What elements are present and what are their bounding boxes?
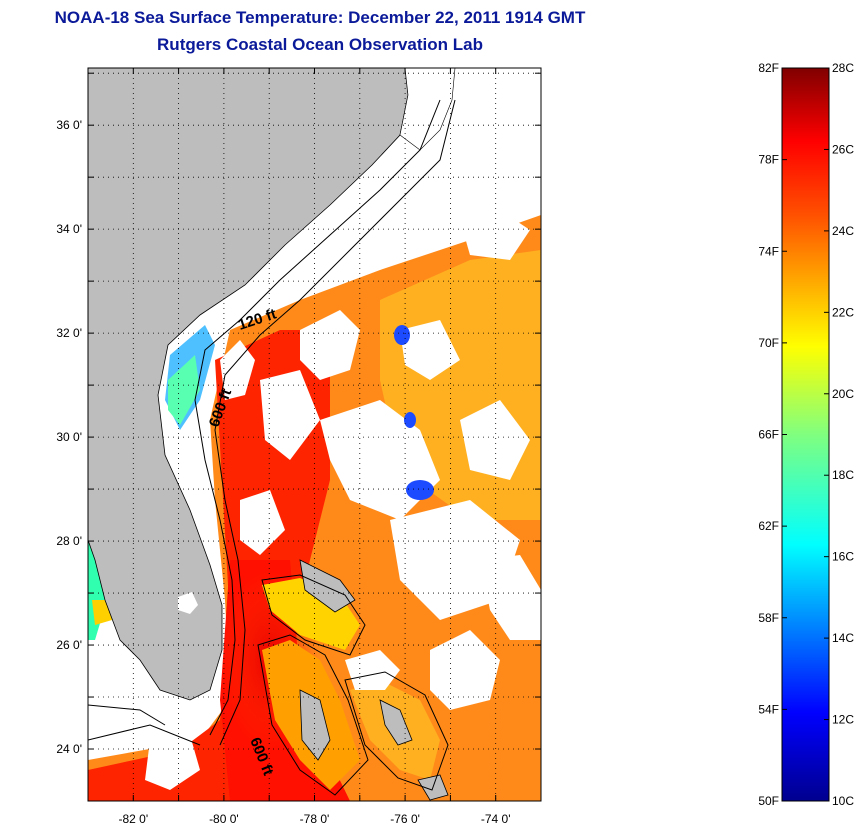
colorbar-celsius-label: 12C: [832, 713, 854, 727]
colorbar-celsius-label: 10C: [832, 794, 854, 808]
map-grid: [88, 68, 541, 801]
lon-tick-label: -80 0': [209, 812, 239, 826]
depth-contours: [88, 99, 456, 796]
lon-tick-label: -78 0': [300, 812, 330, 826]
colorbar-celsius-label: 22C: [832, 305, 854, 319]
colorbar-fahrenheit-label: 70F: [758, 336, 779, 350]
lat-tick-label: 30 0': [56, 430, 82, 444]
lat-tick-label: 28 0': [56, 534, 82, 548]
colorbar-fahrenheit-label: 82F: [758, 61, 779, 75]
colorbar-celsius-label: 20C: [832, 387, 854, 401]
colorbar-fahrenheit-label: 66F: [758, 428, 779, 442]
colorbar-fahrenheit-label: 58F: [758, 611, 779, 625]
lon-tick-label: -74 0': [481, 812, 511, 826]
lon-tick-label: -76 0': [390, 812, 420, 826]
colorbar-fahrenheit-label: 78F: [758, 153, 779, 167]
colorbar-labels: 28C 26C 24C 22C 20C 18C 16C 14C 12C 10C 82F 78F 74F 7…: [758, 61, 854, 808]
colorbar-celsius-label: 14C: [832, 631, 854, 645]
map-subtitle: Rutgers Coastal Ocean Observation Lab: [157, 35, 483, 54]
map-axes: -82 0' -80 0' -78 0' -76 0' -74 0' 36 0' 34 0'…: [56, 68, 542, 826]
lat-tick-label: 26 0': [56, 638, 82, 652]
map-title: NOAA-18 Sea Surface Temperature: Decembe…: [54, 8, 586, 27]
map-image: [88, 68, 541, 801]
lat-tick-label: 32 0': [56, 326, 82, 340]
colorbar-celsius-label: 18C: [832, 468, 854, 482]
colorbar-celsius-label: 26C: [832, 142, 854, 156]
lat-tick-label: 34 0': [56, 222, 82, 236]
lat-tick-label: 24 0': [56, 742, 82, 756]
lat-tick-label: 36 0': [56, 118, 82, 132]
colorbar: 28C 26C 24C 22C 20C 18C 16C 14C 12C 10C 82F 78F 74F 7…: [758, 61, 854, 808]
land-southeast-us: [88, 68, 409, 701]
lake-okeechobee: [178, 592, 198, 614]
lon-tick-label: -82 0': [118, 812, 148, 826]
colorbar-celsius-label: 28C: [832, 61, 854, 75]
colorbar-scale: [781, 67, 830, 802]
colorbar-celsius-label: 24C: [832, 224, 854, 238]
colorbar-fahrenheit-label: 74F: [758, 244, 779, 258]
cold-patches: [394, 325, 434, 500]
colorbar-celsius-label: 16C: [832, 550, 854, 564]
colorbar-fahrenheit-label: 54F: [758, 702, 779, 716]
colorbar-fahrenheit-label: 62F: [758, 519, 779, 533]
colorbar-fahrenheit-label: 50F: [758, 794, 779, 808]
